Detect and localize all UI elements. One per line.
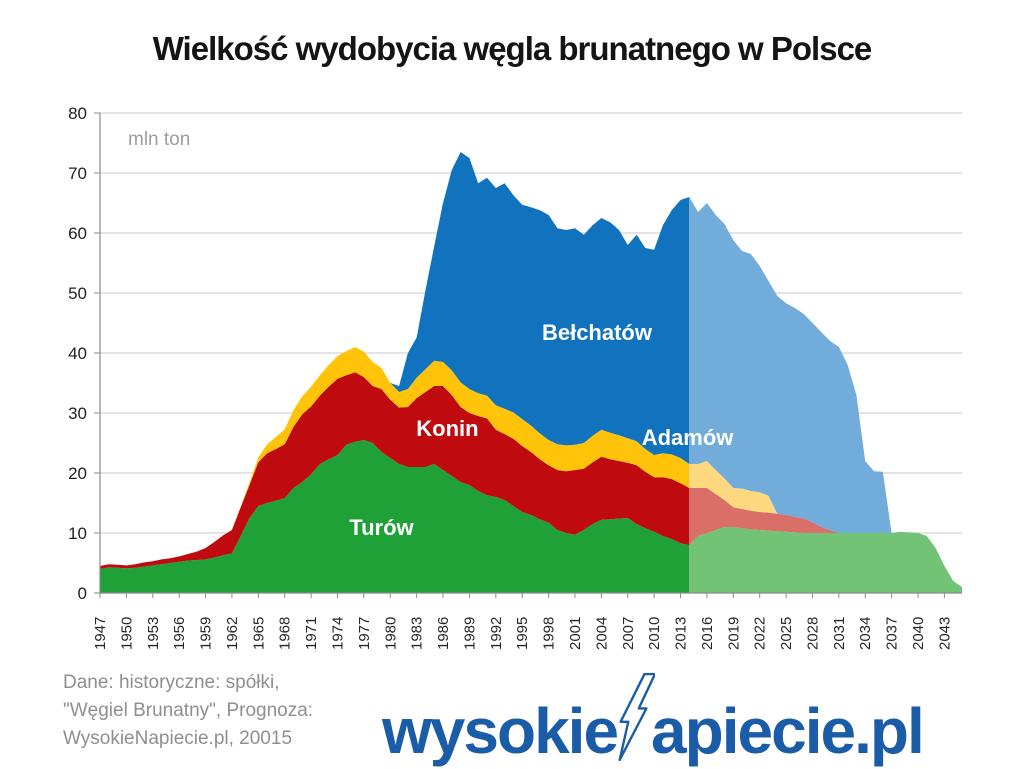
source-line-1: Dane: historyczne: spółki, [63, 672, 280, 693]
logo-text-prefix: wysokie [382, 695, 619, 768]
series-label-turów: Turów [349, 515, 414, 540]
x-tick-label: 2043 [936, 617, 953, 650]
area-turów-historical [100, 440, 690, 593]
series-label-konin: Konin [416, 416, 478, 441]
area-konin-forecast [689, 488, 962, 587]
x-tick-label: 2013 [673, 617, 690, 650]
area-adamów-historical [100, 347, 690, 566]
x-tick-label: 2034 [857, 617, 874, 650]
y-tick-label: 80 [68, 104, 87, 123]
x-tick-label: 2028 [804, 617, 821, 650]
x-tick-label: 2016 [699, 617, 716, 650]
y-tick-label: 60 [68, 224, 87, 243]
series-labels: Turów Konin Adamów Bełchatów [349, 320, 734, 540]
x-tick-label: 2004 [593, 617, 610, 650]
x-tick-label: 2025 [778, 617, 795, 650]
x-tick-label: 1947 [92, 617, 109, 650]
x-tick-label: 2037 [884, 617, 901, 650]
axes [99, 113, 962, 598]
y-axis-labels: 0 10 20 30 40 50 60 70 80 [68, 104, 87, 603]
y-tick-label: 30 [68, 404, 87, 423]
series-bands [100, 152, 962, 593]
source-line-3: WysokieNapiecie.pl, 20015 [63, 728, 293, 749]
x-tick-label: 1959 [198, 617, 215, 650]
x-tick-label: 1986 [435, 617, 452, 650]
x-tick-label: 1995 [514, 617, 531, 650]
x-tick-label: 1968 [277, 617, 294, 650]
y-tick-label: 20 [68, 464, 87, 483]
logo-text-suffix: apiecie.pl [651, 695, 925, 768]
x-tick-label: 2040 [910, 617, 927, 650]
x-tick-label: 2031 [831, 617, 848, 650]
source-note: Dane: historyczne: spółki, "Węgiel Bruna… [63, 669, 393, 753]
x-tick-label: 1980 [382, 617, 399, 650]
x-tick-label: 1962 [224, 617, 241, 650]
area-bełchatów-forecast [689, 197, 962, 587]
y-tick-label: 10 [68, 524, 87, 543]
x-tick-label: 1983 [409, 617, 426, 650]
x-tick-label: 1965 [250, 617, 267, 650]
series-label-bełchatów: Bełchatów [542, 320, 653, 345]
x-tick-label: 1977 [356, 617, 373, 650]
x-axis-labels: 1947 1950 1953 1956 1959 1962 1965 1968 1971 1974… [92, 617, 953, 650]
y-tick-label: 70 [68, 164, 87, 183]
area-konin-historical [100, 372, 690, 569]
y-tick-label: 50 [68, 284, 87, 303]
x-tick-label: 1998 [541, 617, 558, 650]
x-tick-label: 2007 [620, 617, 637, 650]
area-bełchatów-historical [100, 152, 690, 566]
x-tick-label: 1953 [145, 617, 162, 650]
logo: wysokie apiecie.pl [382, 673, 1018, 768]
y-tick-label: 0 [78, 584, 87, 603]
x-tick-label: 1974 [329, 617, 346, 650]
series-label-adamów: Adamów [642, 425, 735, 450]
x-tick-label: 1989 [461, 617, 478, 650]
area-adamów-forecast [689, 461, 962, 587]
x-tick-label: 1950 [118, 617, 135, 650]
x-tick-label: 1971 [303, 617, 320, 650]
x-tick-label: 2001 [567, 617, 584, 650]
x-tick-label: 2019 [725, 617, 742, 650]
x-tick-label: 1956 [171, 617, 188, 650]
area-turów-forecast [689, 527, 962, 593]
y-tick-label: 40 [68, 344, 87, 363]
unit-label: mln ton [128, 129, 190, 150]
x-tick-label: 2022 [752, 617, 769, 650]
x-tick-label: 1992 [488, 617, 505, 650]
lightning-bolt-icon [618, 673, 656, 761]
page-title: Wielkość wydobycia węgla brunatnego w Po… [152, 30, 873, 67]
stacked-area-chart: 0 10 20 30 40 50 60 70 80 1947 1950 1953 1956 1959 196… [68, 104, 962, 650]
x-tick-label: 2010 [646, 617, 663, 650]
source-line-2: "Węgiel Brunatny", Prognoza: [63, 700, 314, 721]
